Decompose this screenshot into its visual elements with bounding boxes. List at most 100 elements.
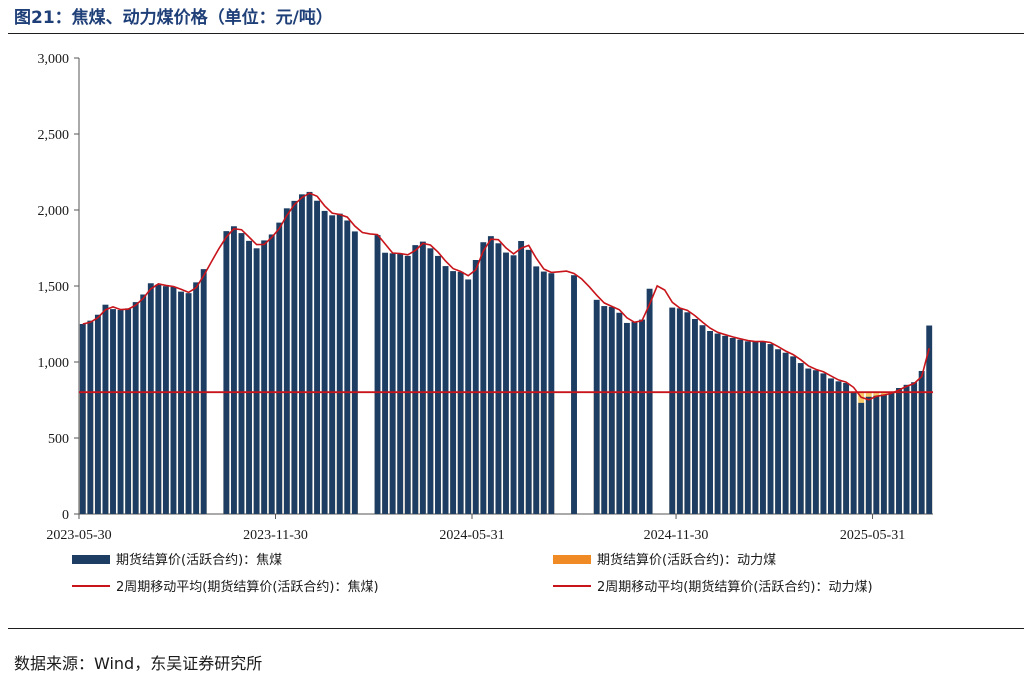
coking-bar — [676, 308, 683, 514]
coking-bar — [230, 226, 237, 514]
coking-bar — [503, 252, 509, 514]
coking-bar — [707, 330, 714, 514]
coking-bar — [404, 255, 411, 515]
coking-bar — [140, 294, 147, 514]
y-tick-label: 3,000 — [38, 52, 70, 67]
coking-bar — [752, 341, 759, 514]
coking-bar — [117, 310, 124, 514]
coking-bar — [389, 253, 396, 514]
coking-bar — [903, 384, 910, 514]
coking-bar — [472, 260, 479, 514]
coking-bar — [608, 306, 615, 514]
legend-label-thermal: 期货结算价(活跃合约)：动力煤 — [597, 552, 776, 568]
coking-bar — [125, 308, 132, 514]
chart: 0 500 1,000 1,500 2,000 2,500 3,000 2023-05-30 2… — [38, 52, 933, 595]
coking-bar — [298, 194, 305, 514]
coking-bar — [253, 248, 260, 514]
coking-bar — [843, 382, 850, 514]
coking-bar — [178, 291, 184, 514]
coking-bar — [767, 344, 774, 514]
coking-bar — [888, 392, 895, 514]
coking-bar — [571, 275, 577, 514]
coking-bar — [646, 288, 653, 514]
coking-bar — [873, 395, 880, 514]
coking-bar — [744, 341, 751, 514]
coking-bar — [669, 307, 676, 514]
coking-bar — [374, 235, 381, 514]
coking-bar — [601, 306, 608, 514]
coking-bar — [510, 255, 517, 514]
coking-bar — [185, 293, 192, 514]
y-tick-label: 2,500 — [38, 128, 70, 143]
coking-bar — [329, 215, 336, 514]
coking-bar — [336, 213, 343, 514]
legend-item-thermal: 期货结算价(活跃合约)：动力煤 — [553, 552, 776, 568]
y-tick-label: 2,000 — [38, 204, 70, 219]
coking-bar — [246, 240, 252, 514]
tick-labels: 0 500 1,000 1,500 2,000 2,500 3,000 2023-05-30 2… — [38, 52, 906, 543]
source-note: 数据来源：Wind，东吴证券研究所 — [14, 654, 263, 673]
legend-item-coking: 期货结算价(活跃合约)：焦煤 — [72, 552, 282, 568]
coking-bar — [487, 236, 494, 515]
coking-bar — [79, 324, 86, 514]
coking-bar — [722, 335, 729, 514]
y-tick-label: 1,500 — [38, 280, 70, 295]
coking-bar — [344, 220, 351, 514]
coking-bar — [548, 273, 555, 514]
coking-bar — [223, 231, 230, 515]
x-tick-label: 2023-05-30 — [46, 528, 111, 543]
coking-bar — [820, 373, 827, 514]
coking-bar — [382, 252, 389, 514]
coking-bar — [729, 337, 736, 514]
coking-bar — [699, 325, 706, 514]
coking-bar — [850, 391, 857, 514]
coking-bar — [858, 402, 865, 514]
legend-swatch-coking — [72, 555, 110, 564]
coking-bar — [94, 314, 101, 514]
coking-bar — [306, 191, 313, 515]
legend-label-coking: 期货结算价(活跃合约)：焦煤 — [116, 552, 282, 568]
x-tick-label: 2024-11-30 — [644, 528, 709, 543]
chart-title: 图21：焦煤、动力煤价格（单位：元/吨） — [14, 8, 333, 28]
coking-bar — [102, 304, 109, 514]
coking-bar — [805, 368, 812, 514]
coking-bar — [495, 243, 502, 514]
coking-bar — [170, 286, 177, 514]
coking-bar — [110, 309, 116, 514]
coking-bar — [790, 356, 797, 514]
coking-bar — [737, 339, 744, 514]
coking-bar — [87, 320, 94, 514]
coking-bar — [427, 248, 434, 514]
coking-bar — [314, 200, 321, 514]
coking-bar — [835, 381, 842, 514]
coking-bar — [147, 283, 154, 514]
y-tick-label: 1,000 — [38, 356, 70, 371]
coking-bar — [412, 245, 419, 514]
coking-bar — [132, 302, 139, 514]
legend-item-coking-ma: 2周期移动平均(期货结算价(活跃合约)：焦煤) — [72, 579, 379, 595]
legend-label-coking-ma: 2周期移动平均(期货结算价(活跃合约)：焦煤) — [116, 579, 379, 595]
coking-bars — [79, 191, 933, 515]
coking-bar — [419, 241, 426, 514]
x-tick-label: 2024-05-31 — [439, 528, 504, 543]
coking-bar — [828, 378, 834, 514]
coking-bar — [684, 312, 691, 514]
y-tick-label: 0 — [62, 508, 69, 523]
coking-bar — [261, 240, 268, 514]
coking-bar — [639, 319, 645, 514]
coking-bar — [616, 312, 623, 514]
coking-bar — [321, 210, 328, 515]
coking-bar — [775, 349, 782, 514]
coking-bar — [525, 249, 532, 514]
coking-bar — [631, 321, 638, 514]
coking-bar — [691, 318, 698, 514]
coking-bar — [351, 231, 358, 514]
coking-bar — [480, 242, 487, 514]
coking-bar — [797, 363, 804, 514]
legend-swatch-thermal — [553, 555, 591, 564]
coking-bar — [880, 394, 887, 514]
coking-bar — [435, 255, 441, 515]
legend: 期货结算价(活跃合约)：焦煤 期货结算价(活跃合约)：动力煤 2周期移动平均(期… — [72, 552, 873, 595]
coking-bar — [276, 222, 283, 514]
coking-bar — [865, 396, 872, 514]
